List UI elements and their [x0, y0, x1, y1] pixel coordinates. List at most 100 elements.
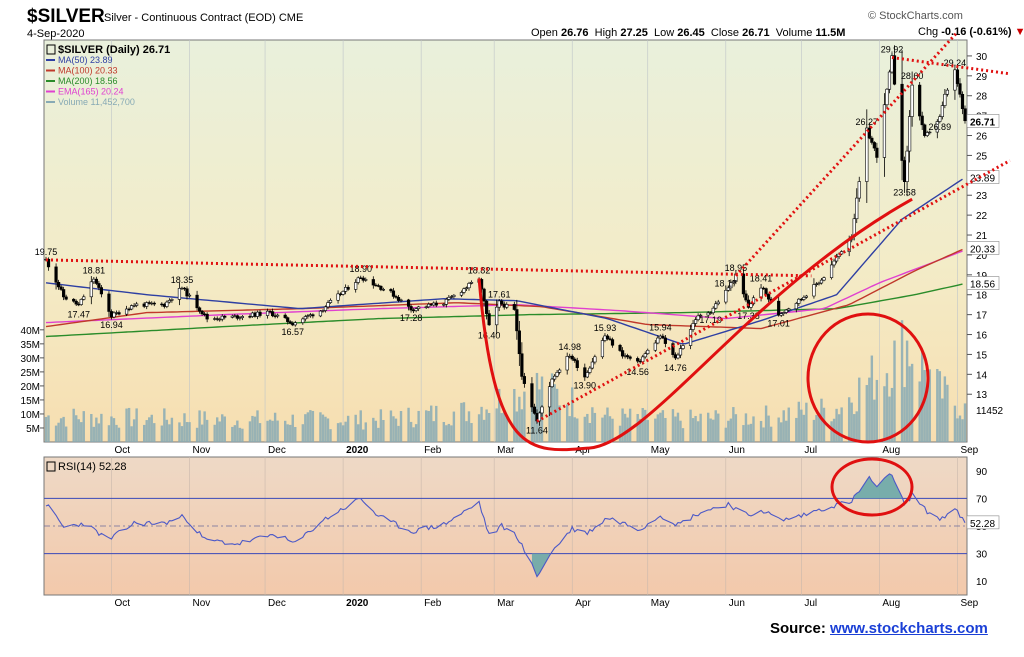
candle-up	[550, 378, 554, 388]
volume-bar	[107, 425, 111, 442]
price-annotation-label: 19.75	[35, 247, 58, 257]
rsi-panel-title: RSI(14) 52.28	[58, 461, 126, 473]
price-tick-label: 14	[976, 370, 988, 381]
candle-up	[910, 84, 914, 117]
volume-bar	[885, 373, 889, 442]
x-tick-label: Dec	[268, 445, 286, 456]
candle-down	[142, 303, 146, 307]
candle-down	[346, 287, 350, 290]
candle-up	[301, 318, 305, 323]
volume-bar	[802, 414, 806, 442]
candle-down	[610, 339, 615, 346]
volume-bar	[583, 416, 587, 442]
candle-up	[276, 314, 280, 317]
volume-bar	[357, 424, 360, 442]
price-tick-label: 18	[976, 291, 988, 302]
candle-down	[235, 315, 239, 319]
silver-chart: 19.75 18.81 17.47 16.94 18.35 16.57 18.90 17.28…	[21, 31, 1011, 609]
volume-bar	[742, 425, 745, 442]
volume-bar	[853, 414, 856, 442]
candle-down	[248, 316, 252, 318]
candle-up	[716, 301, 720, 305]
candle-up	[336, 293, 340, 301]
volume-bar	[518, 396, 521, 442]
volume-bar	[936, 368, 939, 442]
candle-up	[124, 308, 129, 315]
instrument-name: Silver - Continuous Contract (EOD) CME	[104, 12, 303, 24]
candle-down	[56, 281, 61, 288]
candle-down	[160, 303, 164, 306]
candle-down	[359, 277, 363, 279]
volume-bar	[729, 418, 733, 442]
down-arrow-icon: ▼	[1014, 26, 1024, 38]
candle-up	[328, 299, 333, 303]
price-tick-label: 22	[976, 211, 988, 222]
volume-bar	[495, 408, 498, 442]
price-annotation-label: 23.58	[893, 188, 916, 198]
volume-bar	[505, 417, 508, 442]
candle-up	[731, 281, 735, 283]
volume-bar	[150, 414, 153, 442]
volume-bar	[767, 415, 770, 442]
volume-bar	[923, 370, 926, 442]
candle-up	[321, 310, 325, 312]
volume-bar	[241, 428, 244, 442]
candle-down	[97, 283, 101, 288]
rsi-tick-label: 30	[976, 550, 988, 561]
last-value-box	[966, 241, 1000, 255]
volume-bar	[797, 401, 801, 442]
ma50-line	[45, 178, 963, 345]
candle-up	[940, 105, 944, 117]
volume-bar	[442, 421, 446, 442]
candle-up	[568, 355, 572, 358]
price-annotation-label: 15.93	[594, 323, 617, 333]
legend-entry: EMA(165) 20.24	[58, 87, 124, 97]
volume-value: 11.5M	[815, 27, 846, 39]
volume-bar	[205, 419, 209, 442]
volume-bar	[435, 405, 438, 442]
volume-bar	[920, 349, 924, 442]
volume-bar	[573, 417, 576, 442]
candle-up	[240, 316, 244, 318]
volume-bar	[238, 427, 242, 442]
candle-down	[361, 277, 365, 281]
candle-up	[822, 277, 826, 281]
x-tick-label-rsi: Mar	[497, 598, 515, 609]
volume-bar	[409, 421, 413, 442]
volume-bar	[905, 340, 909, 442]
candle-up	[681, 345, 685, 349]
candle-up	[693, 319, 698, 324]
candle-up	[802, 296, 806, 300]
high-value: 27.25	[620, 27, 648, 39]
candle-down	[389, 289, 393, 292]
volume-bar	[628, 408, 632, 442]
volume-bar	[961, 419, 964, 442]
volume-bar	[445, 425, 448, 442]
candle-up	[857, 181, 861, 199]
last-value-box	[966, 170, 1000, 184]
candle-down	[628, 356, 632, 359]
volume-bar	[764, 405, 768, 442]
volume-bar	[344, 421, 347, 442]
candle-up	[114, 312, 119, 314]
source-link[interactable]: www.stockcharts.com	[830, 620, 988, 637]
candle-up	[469, 282, 474, 284]
candle-up	[588, 367, 592, 373]
volume-bar	[309, 410, 312, 442]
volume-bar	[346, 415, 350, 442]
volume-bar	[498, 388, 501, 442]
rsi-overbought-fill	[854, 473, 903, 499]
volume-bar	[830, 421, 833, 442]
candle-up	[819, 279, 824, 284]
volume-bar	[286, 424, 289, 442]
volume-bar	[372, 417, 375, 442]
price-tick-label: 20	[976, 251, 988, 262]
rsi-panel	[43, 456, 968, 596]
price-annotation-label: 26.89	[929, 122, 952, 132]
volume-bar	[888, 396, 891, 442]
volume-bar	[639, 418, 642, 442]
volume-bar	[782, 410, 785, 442]
x-tick-label-rsi: 2020	[346, 598, 369, 609]
candle-up	[643, 353, 647, 358]
ma200-line	[45, 283, 963, 338]
